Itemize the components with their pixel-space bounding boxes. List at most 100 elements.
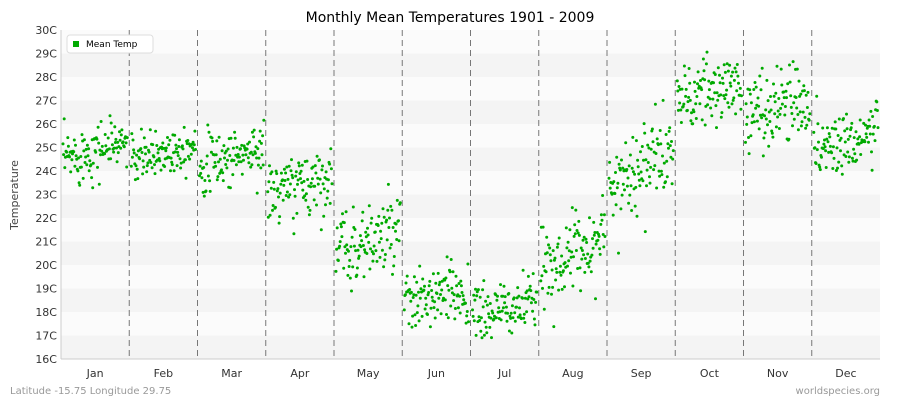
data-point	[412, 275, 416, 279]
data-point	[531, 309, 535, 313]
data-point	[586, 252, 590, 256]
data-point	[214, 153, 218, 157]
data-point	[358, 234, 362, 238]
data-point	[668, 144, 672, 148]
data-point	[490, 336, 493, 340]
data-point	[591, 246, 595, 250]
data-point	[233, 130, 237, 134]
data-point	[764, 108, 768, 112]
data-point	[211, 139, 215, 143]
data-point	[699, 79, 702, 82]
data-point	[338, 240, 342, 244]
data-point	[236, 153, 240, 156]
data-point	[653, 102, 657, 106]
data-point	[154, 129, 158, 133]
data-point	[550, 268, 554, 272]
data-point	[80, 133, 84, 137]
data-point	[550, 292, 553, 296]
data-point	[723, 97, 727, 101]
data-point	[571, 284, 575, 288]
data-point	[487, 312, 491, 316]
data-point	[621, 182, 625, 186]
data-point	[250, 163, 254, 167]
data-point	[795, 106, 799, 110]
data-point	[436, 308, 440, 312]
data-point	[591, 237, 594, 241]
data-point	[415, 311, 419, 315]
data-point	[237, 155, 241, 159]
data-point	[542, 264, 546, 268]
x-tick-label: Aug	[562, 367, 583, 380]
data-point	[768, 120, 772, 123]
data-point	[319, 228, 323, 232]
data-point	[845, 112, 848, 116]
data-point	[722, 94, 726, 98]
data-point	[466, 262, 470, 266]
data-point	[176, 154, 180, 158]
data-point	[507, 329, 511, 333]
data-point	[429, 306, 433, 310]
data-point	[504, 305, 508, 309]
data-point	[120, 128, 124, 132]
data-point	[728, 81, 732, 85]
y-tick-label: 24C	[35, 165, 57, 178]
data-point	[103, 152, 107, 156]
data-point	[855, 158, 859, 162]
data-point	[867, 118, 871, 122]
data-point	[753, 81, 757, 84]
data-point	[391, 226, 395, 229]
data-point	[202, 194, 206, 198]
data-point	[220, 168, 223, 172]
data-point	[647, 146, 651, 150]
data-point	[714, 104, 718, 108]
data-point	[294, 174, 298, 178]
data-point	[271, 208, 274, 212]
data-point	[152, 155, 156, 159]
y-tick-label: 17C	[35, 330, 57, 343]
data-point	[488, 325, 492, 329]
data-point	[570, 250, 574, 254]
data-point	[394, 229, 397, 233]
data-point	[767, 144, 771, 148]
data-point	[677, 85, 681, 88]
data-point	[342, 266, 346, 270]
data-point	[868, 124, 872, 128]
data-point	[621, 166, 625, 170]
data-point	[680, 87, 684, 91]
data-point	[719, 115, 723, 119]
data-point	[285, 165, 289, 169]
data-point	[118, 138, 122, 142]
data-point	[96, 165, 99, 169]
data-point	[454, 274, 458, 278]
data-point	[139, 127, 143, 131]
data-point	[599, 222, 603, 226]
x-tick-label: Oct	[700, 367, 720, 380]
data-point	[481, 288, 485, 292]
data-point	[805, 123, 809, 127]
y-tick-label: 19C	[35, 283, 57, 296]
data-point	[700, 118, 704, 122]
data-point	[82, 149, 86, 153]
data-point	[666, 142, 670, 146]
data-point	[598, 247, 602, 251]
data-point	[659, 169, 663, 173]
data-point	[68, 155, 71, 159]
data-point	[360, 239, 364, 243]
data-point	[290, 158, 293, 162]
data-point	[344, 251, 347, 255]
data-point	[444, 276, 448, 280]
data-point	[713, 73, 717, 76]
data-point	[298, 172, 302, 175]
data-point	[329, 147, 333, 151]
data-point	[428, 325, 432, 329]
chart-title: Monthly Mean Temperatures 1901 - 2009	[306, 10, 595, 26]
data-point	[418, 296, 422, 300]
data-point	[875, 100, 879, 104]
data-point	[348, 258, 352, 262]
data-point	[191, 140, 195, 144]
data-point	[486, 295, 490, 299]
data-point	[695, 95, 699, 98]
data-point	[86, 154, 90, 158]
data-point	[649, 165, 653, 169]
data-point	[304, 198, 308, 202]
